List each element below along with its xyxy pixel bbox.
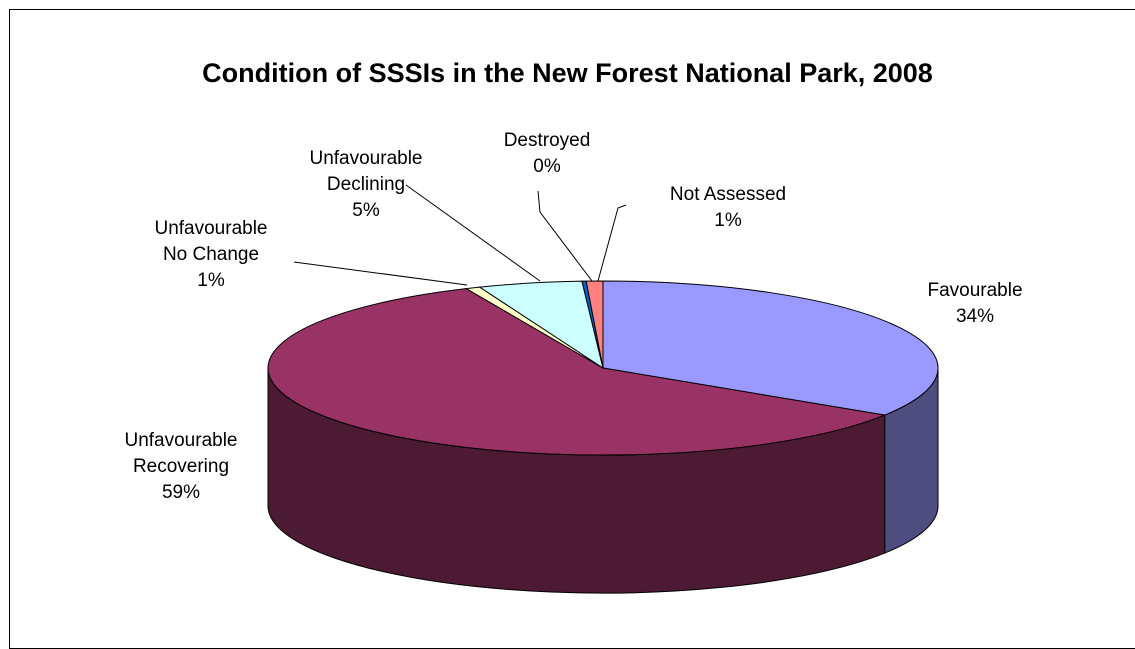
leader-destroyed: [537, 190, 593, 282]
label-destroyed: Destroyed 0%: [504, 130, 591, 177]
pie-sides: [267, 367, 939, 594]
label-unfavourable-recovering: Unfavourable Recovering 59%: [124, 430, 237, 503]
chart-title: Condition of SSSIs in the New Forest Nat…: [202, 58, 933, 88]
pie-chart: Favourable 34% Unfavourable Recovering 59% Un…: [124, 130, 1023, 594]
label-unfavourable-no-change: Unfavourable No Change 1%: [154, 218, 267, 291]
slice-labels: Favourable 34% Unfavourable Recovering 59% Un…: [124, 130, 1022, 503]
label-favourable: Favourable 34%: [927, 280, 1022, 327]
leader-not-assessed: [597, 204, 627, 282]
slice-not-assessed: [585, 280, 604, 369]
leader-lines: [293, 184, 627, 286]
leader-unfavourable-no-change: [293, 261, 468, 286]
label-unfavourable-declining: Unfavourable Declining 5%: [309, 148, 422, 221]
label-not-assessed: Not Assessed 1%: [670, 184, 786, 231]
slice-unfavourable-recovering: [267, 288, 887, 456]
leader-unfavourable-declining: [405, 184, 541, 282]
pie-slices: [267, 280, 939, 456]
